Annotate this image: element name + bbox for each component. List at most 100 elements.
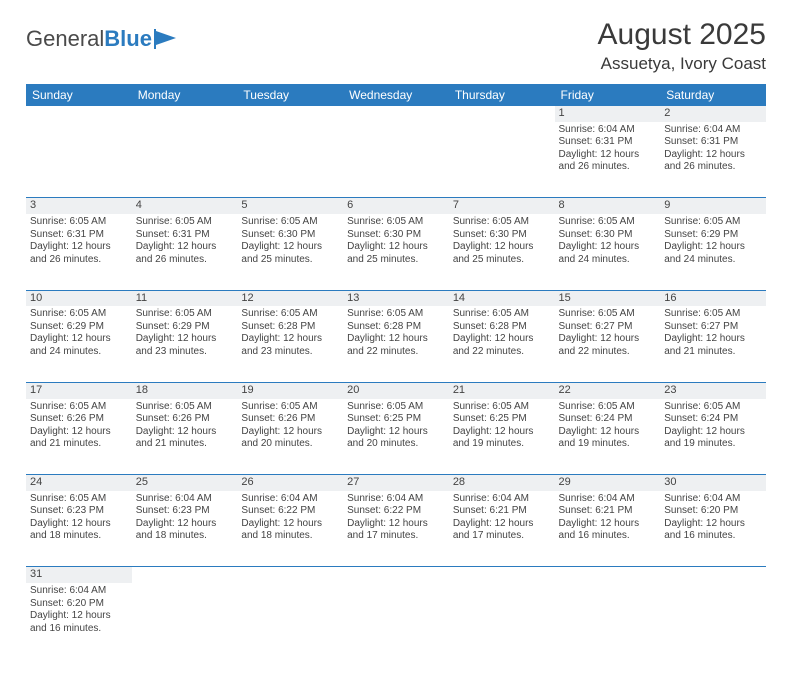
day-info: Sunrise: 6:05 AMSunset: 6:25 PMDaylight:… [453, 401, 551, 451]
sunrise-line: Sunrise: 6:05 AM [136, 216, 234, 229]
daylight-line: Daylight: 12 hours and 23 minutes. [241, 333, 339, 358]
day-info: Sunrise: 6:04 AMSunset: 6:31 PMDaylight:… [559, 124, 657, 174]
day-number: 19 [237, 382, 343, 398]
day-info: Sunrise: 6:04 AMSunset: 6:22 PMDaylight:… [347, 493, 445, 543]
day-cell: Sunrise: 6:05 AMSunset: 6:26 PMDaylight:… [132, 399, 238, 475]
sunset-line: Sunset: 6:21 PM [453, 505, 551, 518]
sunrise-line: Sunrise: 6:05 AM [347, 216, 445, 229]
day-info: Sunrise: 6:05 AMSunset: 6:26 PMDaylight:… [30, 401, 128, 451]
sunrise-line: Sunrise: 6:05 AM [347, 401, 445, 414]
day-cell [449, 122, 555, 198]
daynum-row: 17181920212223 [26, 382, 766, 398]
day-number: 31 [26, 567, 132, 583]
sunset-line: Sunset: 6:23 PM [30, 505, 128, 518]
day-number: 22 [555, 382, 661, 398]
day-cell: Sunrise: 6:05 AMSunset: 6:28 PMDaylight:… [449, 306, 555, 382]
sunrise-line: Sunrise: 6:04 AM [664, 493, 762, 506]
day-cell: Sunrise: 6:05 AMSunset: 6:30 PMDaylight:… [449, 214, 555, 290]
sunset-line: Sunset: 6:29 PM [664, 229, 762, 242]
day-number: 8 [555, 198, 661, 214]
sunrise-line: Sunrise: 6:05 AM [136, 308, 234, 321]
day-info: Sunrise: 6:05 AMSunset: 6:27 PMDaylight:… [559, 308, 657, 358]
weekday-header: Monday [132, 84, 238, 106]
daylight-line: Daylight: 12 hours and 24 minutes. [664, 241, 762, 266]
sunset-line: Sunset: 6:30 PM [347, 229, 445, 242]
day-number [237, 106, 343, 122]
daylight-line: Daylight: 12 hours and 21 minutes. [664, 333, 762, 358]
day-number [132, 106, 238, 122]
day-info: Sunrise: 6:05 AMSunset: 6:25 PMDaylight:… [347, 401, 445, 451]
day-cell: Sunrise: 6:05 AMSunset: 6:25 PMDaylight:… [449, 399, 555, 475]
day-cell [26, 122, 132, 198]
daylight-line: Daylight: 12 hours and 20 minutes. [241, 426, 339, 451]
day-cell: Sunrise: 6:05 AMSunset: 6:25 PMDaylight:… [343, 399, 449, 475]
weekday-header: Saturday [660, 84, 766, 106]
day-number: 20 [343, 382, 449, 398]
sunrise-line: Sunrise: 6:05 AM [559, 216, 657, 229]
logo-right: Blue [104, 26, 152, 51]
sunrise-line: Sunrise: 6:05 AM [136, 401, 234, 414]
daylight-line: Daylight: 12 hours and 19 minutes. [559, 426, 657, 451]
sunrise-line: Sunrise: 6:05 AM [664, 216, 762, 229]
sunrise-line: Sunrise: 6:04 AM [347, 493, 445, 506]
sunrise-line: Sunrise: 6:05 AM [559, 401, 657, 414]
logo-left: General [26, 26, 104, 51]
daylight-line: Daylight: 12 hours and 22 minutes. [347, 333, 445, 358]
sunrise-line: Sunrise: 6:05 AM [30, 493, 128, 506]
week-row: Sunrise: 6:05 AMSunset: 6:31 PMDaylight:… [26, 214, 766, 290]
daylight-line: Daylight: 12 hours and 26 minutes. [559, 149, 657, 174]
day-number: 11 [132, 290, 238, 306]
day-info: Sunrise: 6:04 AMSunset: 6:20 PMDaylight:… [664, 493, 762, 543]
day-number: 15 [555, 290, 661, 306]
sunrise-line: Sunrise: 6:05 AM [241, 216, 339, 229]
day-cell [237, 122, 343, 198]
sunset-line: Sunset: 6:24 PM [559, 413, 657, 426]
sunrise-line: Sunrise: 6:05 AM [453, 401, 551, 414]
daylight-line: Daylight: 12 hours and 19 minutes. [453, 426, 551, 451]
day-cell: Sunrise: 6:05 AMSunset: 6:29 PMDaylight:… [26, 306, 132, 382]
week-row: Sunrise: 6:05 AMSunset: 6:23 PMDaylight:… [26, 491, 766, 567]
day-info: Sunrise: 6:05 AMSunset: 6:26 PMDaylight:… [136, 401, 234, 451]
sunrise-line: Sunrise: 6:05 AM [347, 308, 445, 321]
sunrise-line: Sunrise: 6:04 AM [241, 493, 339, 506]
sunrise-line: Sunrise: 6:05 AM [30, 308, 128, 321]
daylight-line: Daylight: 12 hours and 20 minutes. [347, 426, 445, 451]
calendar-body: 12 Sunrise: 6:04 AMSunset: 6:31 PMDayligh… [26, 106, 766, 659]
day-info: Sunrise: 6:05 AMSunset: 6:24 PMDaylight:… [664, 401, 762, 451]
sunrise-line: Sunrise: 6:04 AM [30, 585, 128, 598]
week-row: Sunrise: 6:05 AM Sunset: 6:26 PM Daylight:… [26, 399, 766, 475]
day-cell: Sunrise: 6:05 AMSunset: 6:31 PMDaylight:… [26, 214, 132, 290]
sunrise-line: Sunrise: 6:04 AM [559, 124, 657, 137]
sunrise-line: Sunrise: 6:04 AM [136, 493, 234, 506]
sunrise-line: Sunrise: 6:05 AM [664, 308, 762, 321]
day-cell: Sunrise: 6:05 AMSunset: 6:31 PMDaylight:… [132, 214, 238, 290]
day-number [343, 567, 449, 583]
day-info: Sunrise: 6:05 AMSunset: 6:30 PMDaylight:… [453, 216, 551, 266]
sunset-line: Sunset: 6:26 PM [30, 413, 128, 426]
day-cell: Sunrise: 6:05 AMSunset: 6:27 PMDaylight:… [660, 306, 766, 382]
day-number: 28 [449, 475, 555, 491]
day-info: Sunrise: 6:04 AMSunset: 6:23 PMDaylight:… [136, 493, 234, 543]
sunset-line: Sunset: 6:20 PM [664, 505, 762, 518]
daylight-line: Daylight: 12 hours and 25 minutes. [347, 241, 445, 266]
sunset-line: Sunset: 6:23 PM [136, 505, 234, 518]
sunrise-line: Sunrise: 6:05 AM [453, 216, 551, 229]
day-cell: Sunrise: 6:04 AMSunset: 6:20 PMDaylight:… [26, 583, 132, 659]
day-info: Sunrise: 6:05 AMSunset: 6:23 PMDaylight:… [30, 493, 128, 543]
daynum-row: 24252627282930 [26, 475, 766, 491]
day-cell [343, 122, 449, 198]
sunset-line: Sunset: 6:27 PM [664, 321, 762, 334]
day-info: Sunrise: 6:05 AMSunset: 6:27 PMDaylight:… [664, 308, 762, 358]
day-info: Sunrise: 6:05 AMSunset: 6:31 PMDaylight:… [136, 216, 234, 266]
daylight-line: Daylight: 12 hours and 19 minutes. [664, 426, 762, 451]
day-cell: Sunrise: 6:05 AMSunset: 6:26 PMDaylight:… [237, 399, 343, 475]
day-number: 26 [237, 475, 343, 491]
day-cell [449, 583, 555, 659]
daylight-line: Daylight: 12 hours and 16 minutes. [559, 518, 657, 543]
day-number: 12 [237, 290, 343, 306]
sunrise-line: Sunrise: 6:05 AM [559, 308, 657, 321]
sunrise-line: Sunrise: 6:04 AM [453, 493, 551, 506]
week-row: Sunrise: 6:05 AMSunset: 6:29 PMDaylight:… [26, 306, 766, 382]
day-cell: Sunrise: 6:04 AMSunset: 6:31 PMDaylight:… [660, 122, 766, 198]
daylight-line: Daylight: 12 hours and 18 minutes. [136, 518, 234, 543]
